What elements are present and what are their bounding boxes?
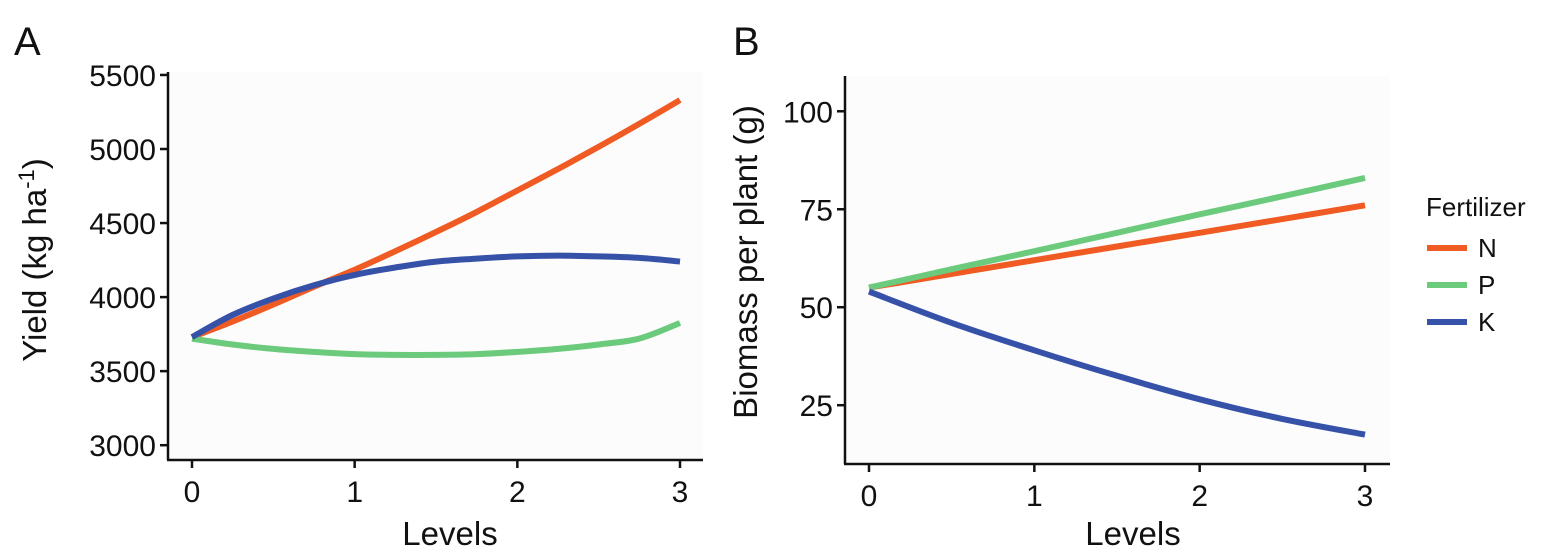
panel-a-x-axis-title: Levels	[402, 515, 497, 552]
panel-b-plot-background	[845, 76, 1390, 464]
panel-b-x-axis-title: Levels	[1085, 515, 1180, 552]
panel-a-y-tick-label: 3000	[89, 430, 156, 463]
panel-b-series-p-line	[868, 174, 1366, 291]
panel-b-x-tick-label: 3	[1357, 480, 1374, 513]
panel-a-y-axis-title-superscript: -1	[14, 169, 39, 189]
legend: Fertilizer NPK	[1426, 192, 1526, 337]
panel-a-series	[190, 97, 682, 358]
panel-b-x-tick-label: 1	[1026, 480, 1043, 513]
panel-a-x-tick-label: 0	[184, 476, 201, 509]
panel-b-y-tick-label: 50	[800, 292, 833, 325]
legend-items: NPK	[1427, 233, 1497, 337]
panel-a-letter: A	[14, 20, 41, 64]
panel-b-y-tick-label: 75	[800, 194, 833, 227]
legend-label-n: N	[1478, 233, 1497, 263]
panel-a-x-tick-label: 3	[672, 476, 689, 509]
panel-a-y-axis-title-close: )	[16, 158, 53, 169]
panel-a-series-k-line	[190, 252, 681, 340]
panel-a: A 3000 3500 4000 4500 5000 5500 0 1 2 3 Levels Yi…	[14, 20, 703, 552]
panel-b-y-axis-title: Biomass per plant (g)	[727, 105, 764, 419]
legend-label-p: P	[1478, 270, 1495, 300]
panel-a-y-tick-label: 4000	[89, 282, 156, 315]
panel-a-y-tick-label: 3500	[89, 356, 156, 389]
panel-b-series-k-line	[867, 288, 1366, 438]
panel-a-y-axis-title-main: Yield (kg ha	[16, 188, 53, 362]
panel-a-y-tick-label: 5000	[89, 134, 156, 167]
panel-b-letter: B	[733, 20, 760, 64]
panel-a-y-axis-title: Yield (kg ha-1)	[14, 158, 53, 362]
panel-a-y-tick-label: 4500	[89, 208, 156, 241]
panel-b-ticks: 25 50 75 100 0 1 2 3	[783, 96, 1373, 513]
panel-a-series-p-line	[191, 320, 682, 358]
panel-a-series-n-line	[190, 97, 682, 340]
panel-a-x-tick-label: 2	[509, 476, 526, 509]
legend-label-k: K	[1478, 307, 1496, 337]
panel-b-x-tick-label: 0	[861, 480, 878, 513]
panel-a-x-tick-label: 1	[346, 476, 363, 509]
panel-b-y-tick-label: 100	[783, 96, 833, 129]
legend-title: Fertilizer	[1426, 192, 1526, 222]
panel-b-series	[867, 174, 1366, 438]
panel-b-series-n-line	[868, 202, 1366, 291]
panel-a-ticks: 3000 3500 4000 4500 5000 5500 0 1 2 3	[89, 60, 688, 509]
panel-b-y-tick-label: 25	[800, 390, 833, 423]
panel-b-x-tick-label: 2	[1191, 480, 1208, 513]
panel-a-y-tick-label: 5500	[89, 60, 156, 93]
panel-b: B 25 50 75 100 0 1 2 3 Levels Biomass per plant…	[727, 20, 1390, 552]
